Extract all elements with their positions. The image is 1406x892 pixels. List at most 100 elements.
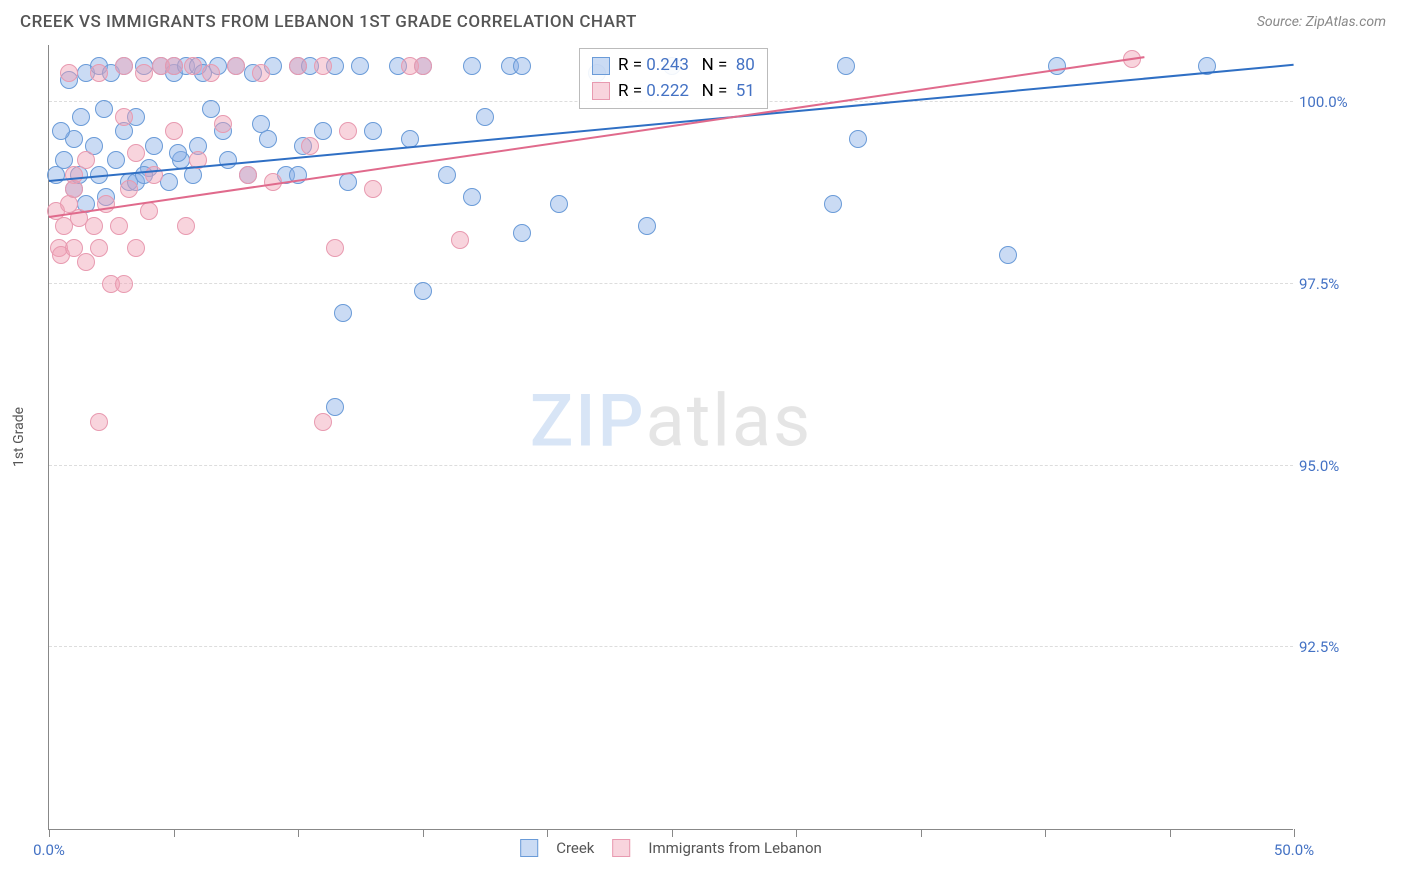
scatter-marker [339,122,357,140]
chart-container: ZIPatlas 1st Grade 92.5%95.0%97.5%100.0%… [48,45,1388,830]
x-tick [1170,829,1171,837]
scatter-marker [202,64,220,82]
legend-label: Creek [556,839,594,857]
legend-swatch [612,839,630,857]
x-tick [547,829,548,837]
scatter-marker [165,122,183,140]
y-tick-label: 92.5% [1299,638,1339,656]
scatter-marker [849,130,867,148]
scatter-marker [326,239,344,257]
scatter-marker [72,108,90,126]
scatter-marker [638,217,656,235]
x-tick [672,829,673,837]
stats-text: R = 0.243 N = 80 [618,53,755,79]
scatter-marker [463,188,481,206]
gridline [49,646,1293,647]
scatter-marker [326,398,344,416]
scatter-marker [334,304,352,322]
scatter-marker [115,57,133,75]
x-tick [1294,829,1295,837]
legend-label: Immigrants from Lebanon [648,839,821,857]
legend-swatch [520,839,538,857]
scatter-marker [513,224,531,242]
scatter-marker [77,151,95,169]
scatter-marker [85,217,103,235]
scatter-marker [77,253,95,271]
scatter-marker [107,151,125,169]
stats-row: R = 0.243 N = 80 [592,53,755,79]
scatter-marker [95,100,113,118]
scatter-marker [90,239,108,257]
scatter-marker [259,130,277,148]
y-axis-label: 1st Grade [11,407,27,467]
scatter-marker [120,180,138,198]
scatter-marker [414,57,432,75]
scatter-marker [351,57,369,75]
scatter-marker [127,239,145,257]
gridline [49,465,1293,466]
x-tick [174,829,175,837]
y-tick-label: 95.0% [1299,457,1339,475]
scatter-marker [90,413,108,431]
legend-swatch [592,57,610,75]
scatter-marker [135,64,153,82]
scatter-marker [177,217,195,235]
scatter-marker [837,57,855,75]
scatter-marker [145,166,163,184]
scatter-marker [227,57,245,75]
scatter-marker [52,122,70,140]
scatter-marker [140,202,158,220]
stats-text: R = 0.222 N = 51 [618,79,755,105]
scatter-marker [127,144,145,162]
scatter-marker [289,57,307,75]
chart-title: CREEK VS IMMIGRANTS FROM LEBANON 1ST GRA… [20,12,637,32]
scatter-marker [60,64,78,82]
x-tick [1045,829,1046,837]
scatter-marker [219,151,237,169]
scatter-marker [115,108,133,126]
x-tick [796,829,797,837]
scatter-marker [364,122,382,140]
gridline [49,283,1293,284]
y-tick-label: 100.0% [1299,93,1348,111]
scatter-marker [999,246,1017,264]
stats-row: R = 0.222 N = 51 [592,79,755,105]
scatter-marker [1048,57,1066,75]
scatter-marker [438,166,456,184]
scatter-marker [239,166,257,184]
scatter-marker [364,180,382,198]
x-tick [921,829,922,837]
y-tick-label: 97.5% [1299,275,1339,293]
chart-header: CREEK VS IMMIGRANTS FROM LEBANON 1ST GRA… [0,0,1406,40]
scatter-marker [252,64,270,82]
scatter-marker [463,57,481,75]
scatter-marker [314,413,332,431]
scatter-marker [476,108,494,126]
scatter-marker [169,144,187,162]
legend: Creek Immigrants from Lebanon [520,839,822,857]
scatter-marker [165,57,183,75]
scatter-marker [824,195,842,213]
x-tick [298,829,299,837]
scatter-marker [451,231,469,249]
scatter-marker [145,137,163,155]
stats-box: R = 0.243 N = 80R = 0.222 N = 51 [579,48,768,109]
scatter-marker [184,57,202,75]
scatter-marker [90,64,108,82]
plot-area: ZIPatlas 1st Grade 92.5%95.0%97.5%100.0%… [48,45,1293,830]
scatter-marker [314,122,332,140]
scatter-marker [214,115,232,133]
x-tick-label: 0.0% [33,841,65,859]
x-tick [423,829,424,837]
legend-swatch [592,82,610,100]
scatter-marker [513,57,531,75]
x-tick-label: 50.0% [1274,841,1314,859]
scatter-marker [65,180,83,198]
scatter-marker [414,282,432,300]
scatter-marker [339,173,357,191]
scatter-marker [314,57,332,75]
source-label: Source: ZipAtlas.com [1257,14,1386,30]
x-tick [49,829,50,837]
scatter-marker [550,195,568,213]
watermark: ZIPatlas [530,379,812,464]
